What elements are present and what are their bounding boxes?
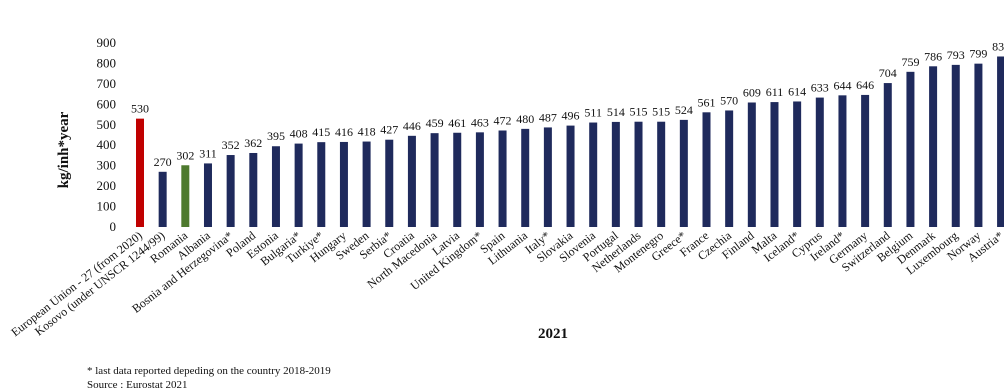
bar <box>226 155 235 227</box>
value-label: 362 <box>244 136 262 150</box>
y-tick-label: 400 <box>97 137 117 152</box>
bar <box>929 66 938 227</box>
bar <box>679 119 688 227</box>
bar <box>498 130 507 227</box>
value-label: 614 <box>788 84 806 98</box>
bar <box>611 121 620 227</box>
bar <box>339 141 348 227</box>
value-label: 416 <box>335 125 353 139</box>
bar <box>566 125 575 227</box>
bar <box>589 122 598 227</box>
bar <box>407 135 416 227</box>
value-label: 609 <box>743 85 761 99</box>
value-label: 352 <box>222 138 240 152</box>
value-label: 793 <box>947 48 965 62</box>
bar <box>294 143 303 227</box>
y-tick-label: 0 <box>110 219 117 234</box>
x-tick-label: European Union - 27 (from 2020) <box>8 228 145 339</box>
bar <box>770 102 779 227</box>
value-label: 487 <box>539 110 557 124</box>
value-label: 759 <box>901 55 919 69</box>
value-label: 570 <box>720 93 738 107</box>
value-label: 446 <box>403 119 421 133</box>
bar <box>657 121 666 227</box>
value-label: 302 <box>176 148 194 162</box>
bar <box>543 127 552 227</box>
bar <box>475 132 484 227</box>
bar <box>317 142 326 227</box>
bar <box>453 132 462 227</box>
value-label: 395 <box>267 129 285 143</box>
value-label: 461 <box>448 116 466 130</box>
value-label: 524 <box>675 103 693 117</box>
bar <box>158 171 167 227</box>
bar <box>747 102 756 227</box>
bar <box>362 141 371 227</box>
x-tick-label: Kosovo (under UNSCR 1244/99) <box>32 228 167 338</box>
y-tick-label: 500 <box>97 117 117 132</box>
value-label: 514 <box>607 105 625 119</box>
value-label: 646 <box>856 78 874 92</box>
value-label: 427 <box>380 123 398 137</box>
bar <box>249 152 258 227</box>
value-label: 415 <box>312 125 330 139</box>
value-label: 511 <box>584 106 602 120</box>
source: Source : Eurostat 2021 <box>87 379 188 391</box>
bar <box>883 83 892 228</box>
bar <box>203 163 212 227</box>
value-label: 459 <box>426 116 444 130</box>
x-axis-label: 2021 <box>538 326 568 342</box>
bar <box>725 110 734 227</box>
bar <box>181 165 190 227</box>
value-label: 408 <box>290 127 308 141</box>
value-label: 463 <box>471 115 489 129</box>
value-label: 561 <box>698 95 716 109</box>
value-label: 786 <box>924 49 942 63</box>
value-label: 515 <box>652 105 670 119</box>
value-label: 834 <box>992 39 1004 53</box>
value-label: 418 <box>358 125 376 139</box>
value-label: 633 <box>811 81 829 95</box>
bar <box>838 95 847 228</box>
value-label: 704 <box>879 66 897 80</box>
value-label: 311 <box>199 146 217 160</box>
y-tick-label: 200 <box>97 178 117 193</box>
footnote: * last data reported depeding on the cou… <box>87 365 331 377</box>
value-label: 270 <box>154 155 172 169</box>
value-label: 530 <box>131 102 149 116</box>
y-tick-label: 600 <box>97 96 117 111</box>
y-tick-label: 800 <box>97 55 117 70</box>
bar <box>430 133 439 227</box>
bar <box>793 101 802 227</box>
y-axis-label: kg/inh*year <box>56 111 72 188</box>
y-tick-label: 700 <box>97 76 117 91</box>
bar <box>861 94 870 227</box>
bar <box>951 64 960 228</box>
bar <box>997 56 1004 227</box>
bar <box>702 112 711 227</box>
bar <box>136 118 144 227</box>
bar <box>385 139 394 227</box>
bar <box>974 63 983 227</box>
y-tick-label: 100 <box>97 199 117 214</box>
value-label: 799 <box>969 47 987 61</box>
y-tick-label: 900 <box>97 35 117 50</box>
bar <box>815 97 824 227</box>
value-label: 472 <box>494 114 512 128</box>
bar <box>906 71 915 228</box>
bar <box>634 121 643 227</box>
bar <box>271 146 280 227</box>
value-label: 611 <box>766 85 784 99</box>
y-tick-label: 300 <box>97 158 117 173</box>
value-label: 644 <box>833 78 851 92</box>
bar <box>521 128 530 227</box>
value-label: 515 <box>630 105 648 119</box>
value-label: 480 <box>516 112 534 126</box>
value-label: 496 <box>562 109 580 123</box>
